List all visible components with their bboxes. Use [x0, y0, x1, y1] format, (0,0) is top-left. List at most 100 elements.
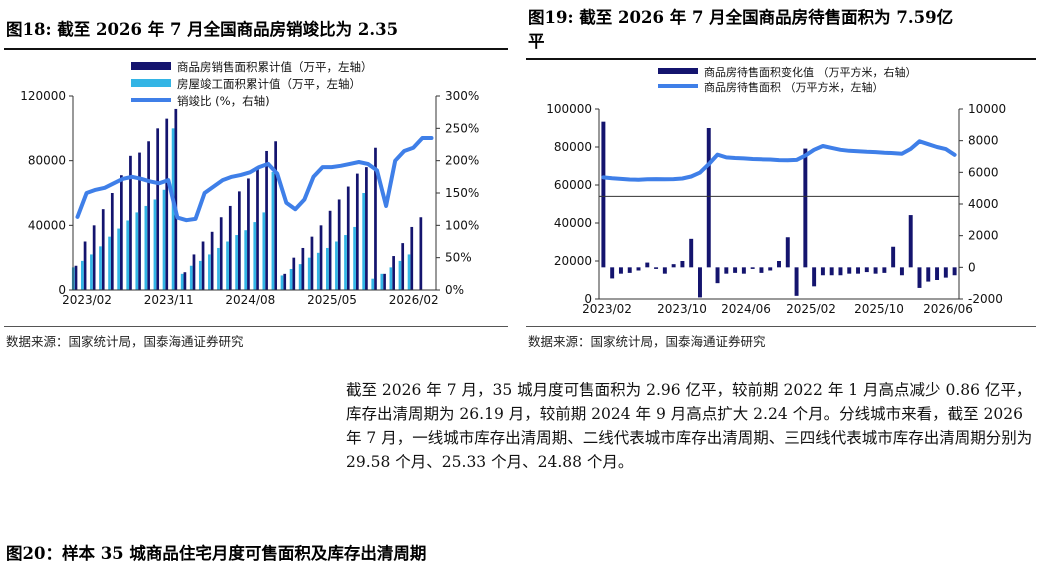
inventory-change-bar — [864, 267, 869, 273]
y-right-tick-label: 0 — [968, 260, 976, 274]
sales-area-bar — [383, 273, 386, 290]
y-right-tick-label: -2000 — [968, 292, 1003, 306]
x-tick-label: 2025/05 — [307, 293, 357, 307]
completion-area-bar — [99, 246, 102, 290]
y-right-tick-label: 10000 — [968, 102, 1006, 116]
sales-area-bar — [138, 152, 141, 290]
legend-swatch-completion — [131, 79, 171, 87]
y-right-tick-label: 2000 — [968, 229, 999, 243]
y-left-tick-label: 80000 — [554, 140, 592, 154]
sales-area-bar — [346, 186, 350, 290]
x-tick-label: 2024/06 — [721, 302, 771, 316]
y-left-tick-label: 80000 — [28, 154, 66, 168]
y-right-tick-label: 6000 — [968, 165, 999, 179]
inventory-change-bar — [838, 267, 843, 276]
inventory-change-bar — [610, 267, 615, 279]
completion-area-bar — [80, 260, 84, 290]
completion-area-bar — [144, 205, 148, 290]
legend-label: 商品房待售面积 （万平方米，左轴） — [704, 80, 884, 94]
sales-area-bar — [210, 231, 214, 290]
y-right-tick-label: 8000 — [968, 134, 999, 148]
completion-area-bar — [298, 264, 302, 290]
completion-area-bar — [153, 199, 157, 290]
y-right-tick-label: 50% — [445, 251, 472, 265]
inventory-change-bar — [908, 215, 913, 268]
legend-label: 销竣比 (%，右轴) — [177, 94, 270, 108]
inventory-change-bar — [777, 261, 781, 268]
inventory-change-bar — [671, 264, 676, 268]
sales-area-bar — [247, 178, 250, 290]
inventory-change-bar — [689, 238, 694, 268]
sales-completion-ratio-line — [75, 136, 434, 223]
figure18-bottom-rule — [4, 326, 508, 327]
inventory-change-bar — [627, 267, 632, 273]
completion-area-bar — [126, 220, 130, 290]
y-left-tick-label: 0 — [58, 283, 66, 297]
inventory-change-bar — [636, 267, 641, 271]
inventory-change-bar — [917, 267, 922, 288]
completion-area-bar — [398, 260, 402, 290]
sales-area-bar — [83, 241, 87, 290]
y-left-tick-label: 60000 — [554, 178, 592, 192]
completion-area-bar — [353, 226, 356, 290]
sales-area-bar — [165, 118, 169, 290]
sales-area-bar — [219, 217, 223, 290]
inventory-change-bar — [856, 267, 860, 274]
figure18-top-rule — [4, 48, 508, 50]
completion-area-bar — [371, 278, 375, 290]
inventory-change-bar — [724, 267, 729, 274]
completion-area-bar — [280, 275, 284, 290]
inventory-change-bar — [618, 267, 623, 274]
completion-area-bar — [198, 260, 202, 290]
sales-area-bar — [237, 191, 241, 290]
inventory-change-bar — [812, 267, 817, 287]
y-right-tick-label: 250% — [445, 121, 479, 135]
figure19-title-line2: 平 — [528, 32, 545, 51]
x-tick-label: 2023/02 — [62, 293, 112, 307]
sales-area-bar — [256, 168, 259, 290]
completion-area-bar — [362, 193, 366, 290]
sales-area-bar — [129, 155, 132, 290]
sales-area-bar — [74, 265, 78, 290]
y-left-tick-label: 40000 — [28, 218, 66, 232]
x-tick-label: 2026/06 — [923, 302, 973, 316]
sales-area-bar — [283, 273, 287, 290]
sales-area-bar — [147, 141, 150, 290]
sales-area-bar — [337, 199, 341, 290]
completion-area-bar — [262, 212, 266, 290]
x-tick-label: 2026/02 — [389, 293, 439, 307]
completion-area-bar — [189, 265, 193, 290]
figure18-title: 图18: 截至 2026 年 7 月全国商品房销竣比为 2.35 — [6, 20, 399, 39]
x-tick-label: 2025/10 — [854, 302, 904, 316]
figure18-chart: 0 40000 80000 120000 0% 50% 100% 150% 200% 250% 30… — [20, 60, 479, 307]
inventory-area-line — [601, 139, 957, 182]
y-right-tick-label: 200% — [445, 154, 479, 168]
body-paragraph-text: 截至 2026 年 7 月，35 城月度可售面积为 2.96 亿平，较前期 20… — [346, 381, 1033, 471]
sales-area-bar — [319, 225, 323, 290]
figure19-title-line1: 图19: 截至 2026 年 7 月全国商品房待售面积为 7.59亿 — [528, 8, 954, 27]
inventory-change-bar — [768, 267, 773, 271]
inventory-change-bar — [926, 267, 931, 282]
inventory-change-bar — [759, 267, 764, 273]
legend-swatch-change — [658, 68, 698, 74]
y-right-tick-label: 300% — [445, 89, 479, 103]
sales-area-bar — [92, 225, 96, 290]
inventory-change-bar — [847, 267, 852, 274]
sales-area-bar — [355, 173, 359, 290]
figure18-source: 数据来源：国家统计局，国泰海通证券研究 — [6, 334, 244, 349]
sales-area-bar — [192, 254, 196, 290]
completion-area-bar — [226, 241, 229, 290]
inventory-change-bar — [952, 267, 957, 276]
legend-swatch-sales — [131, 62, 171, 70]
inventory-change-bar — [706, 128, 711, 268]
sales-area-bar — [156, 128, 160, 290]
inventory-change-bar — [662, 267, 667, 274]
figure19-source: 数据来源：国家统计局，国泰海通证券研究 — [528, 334, 766, 349]
sales-area-bar — [410, 226, 414, 290]
sales-area-bar — [228, 205, 232, 290]
sales-area-bar — [174, 108, 178, 290]
inventory-change-bar — [733, 267, 738, 273]
sales-area-bar — [301, 247, 305, 290]
completion-area-bar — [171, 128, 175, 290]
completion-area-bar — [208, 254, 211, 290]
